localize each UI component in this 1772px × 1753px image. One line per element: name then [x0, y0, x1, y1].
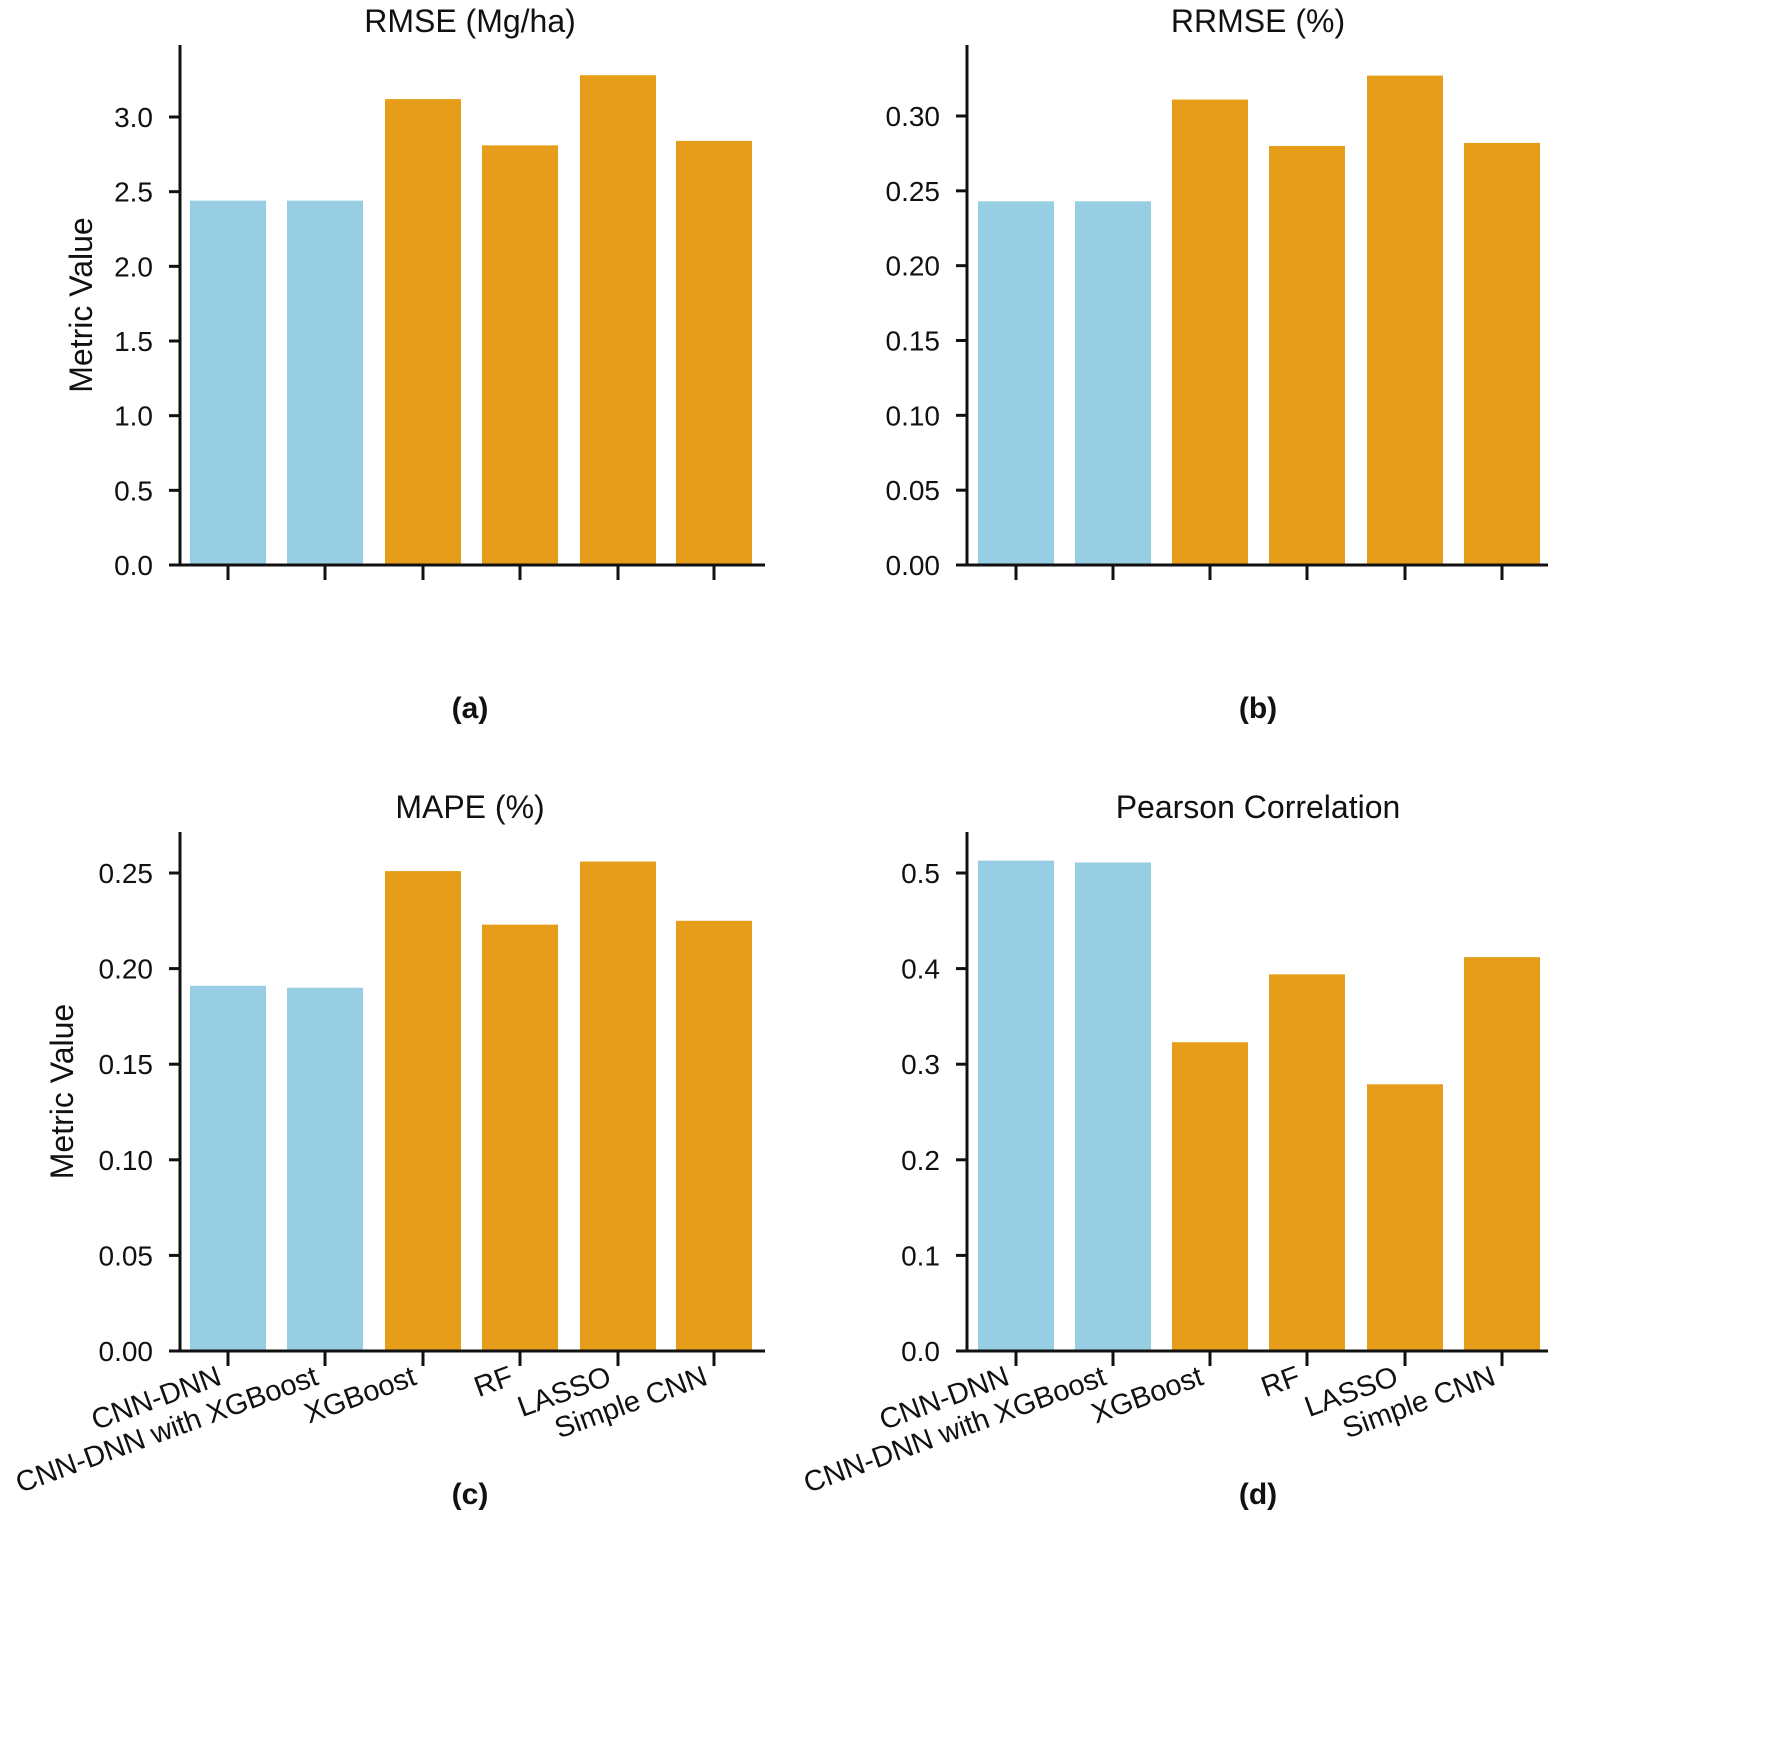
- bar-simple-cnn: [1464, 142, 1540, 565]
- bar-rf: [482, 145, 558, 565]
- y-tick-label: 0.15: [886, 326, 941, 357]
- bar-cnn-dnn: [978, 201, 1054, 565]
- bar-xgboost: [385, 99, 461, 565]
- y-tick-label: 0.1: [901, 1240, 940, 1271]
- bar-rf: [1269, 974, 1345, 1351]
- bar-rf: [1269, 145, 1345, 565]
- panel-label: (a): [452, 692, 489, 725]
- bar-simple-cnn: [676, 140, 752, 566]
- x-tick-label: XGBoost: [300, 1361, 420, 1431]
- y-tick-label: 0.10: [886, 400, 941, 431]
- y-tick-label: 0.20: [99, 954, 154, 985]
- bar-cnn-dnn: [978, 860, 1054, 1351]
- bar-xgboost: [1172, 1042, 1248, 1351]
- y-tick-label: 0.10: [99, 1145, 154, 1176]
- y-tick-label: 1.0: [114, 401, 153, 432]
- chart-title: MAPE (%): [395, 789, 544, 825]
- bar-lasso: [580, 861, 656, 1351]
- y-axis-label: Metric Value: [63, 217, 99, 392]
- y-tick-label: 0.0: [901, 1336, 940, 1367]
- chart-panel-pearson-correlation: Pearson Correlation0.00.10.20.30.40.5CNN…: [800, 789, 1548, 1511]
- bar-simple-cnn: [676, 920, 752, 1351]
- y-tick-label: 1.5: [114, 326, 153, 357]
- chart-title: RMSE (Mg/ha): [364, 3, 576, 39]
- y-tick-label: 0.05: [886, 475, 941, 506]
- panel-label: (c): [452, 1478, 489, 1511]
- y-tick-label: 3.0: [114, 102, 153, 133]
- panel-label: (d): [1239, 1478, 1277, 1511]
- y-axis-label: Metric Value: [44, 1004, 80, 1179]
- y-tick-label: 2.0: [114, 251, 153, 282]
- bar-lasso: [1367, 1084, 1443, 1351]
- y-tick-label: 0.25: [99, 858, 154, 889]
- panel-label: (b): [1239, 692, 1277, 725]
- y-tick-label: 0.00: [99, 1336, 154, 1367]
- bar-cnn-dnn: [190, 985, 266, 1351]
- x-tick-label: RF: [1257, 1361, 1304, 1404]
- y-tick-label: 0.25: [886, 176, 941, 207]
- y-tick-label: 0.30: [886, 101, 941, 132]
- y-tick-label: 0.15: [99, 1049, 154, 1080]
- chart-title: RRMSE (%): [1171, 3, 1345, 39]
- y-tick-label: 0.3: [901, 1049, 940, 1080]
- bar-cnn-dnn-with-xgboost: [1075, 862, 1151, 1351]
- y-tick-label: 0.2: [901, 1145, 940, 1176]
- y-tick-label: 0.20: [886, 251, 941, 282]
- y-tick-label: 0.5: [901, 858, 940, 889]
- bar-cnn-dnn-with-xgboost: [287, 987, 363, 1351]
- bar-xgboost: [1172, 99, 1248, 565]
- chart-panel-mape: MAPE (%)0.000.050.100.150.200.25CNN-DNNC…: [12, 789, 765, 1511]
- y-tick-label: 0.0: [114, 550, 153, 581]
- bar-rf: [482, 924, 558, 1351]
- x-tick-label: RF: [470, 1361, 517, 1404]
- y-tick-label: 0.00: [886, 550, 941, 581]
- bar-xgboost: [385, 871, 461, 1351]
- bar-cnn-dnn-with-xgboost: [287, 200, 363, 566]
- bar-lasso: [580, 75, 656, 565]
- y-tick-label: 2.5: [114, 177, 153, 208]
- y-tick-label: 0.05: [99, 1240, 154, 1271]
- x-tick-label: XGBoost: [1087, 1361, 1207, 1431]
- y-tick-label: 0.4: [901, 954, 940, 985]
- bar-cnn-dnn-with-xgboost: [1075, 201, 1151, 565]
- bar-lasso: [1367, 75, 1443, 565]
- bar-cnn-dnn: [190, 200, 266, 566]
- y-tick-label: 0.5: [114, 475, 153, 506]
- bar-simple-cnn: [1464, 957, 1540, 1351]
- chart-panel-rmse-mg-ha: RMSE (Mg/ha) 0.0 0.5 1.0 1.5 2.0 2.5 3.0 Metric …: [63, 3, 765, 725]
- chart-title: Pearson Correlation: [1116, 789, 1401, 825]
- chart-panel-rrmse: RRMSE (%) 0.00 0.05 0.10 0.15 0.20 0.25 0.30 (b): [886, 3, 1548, 725]
